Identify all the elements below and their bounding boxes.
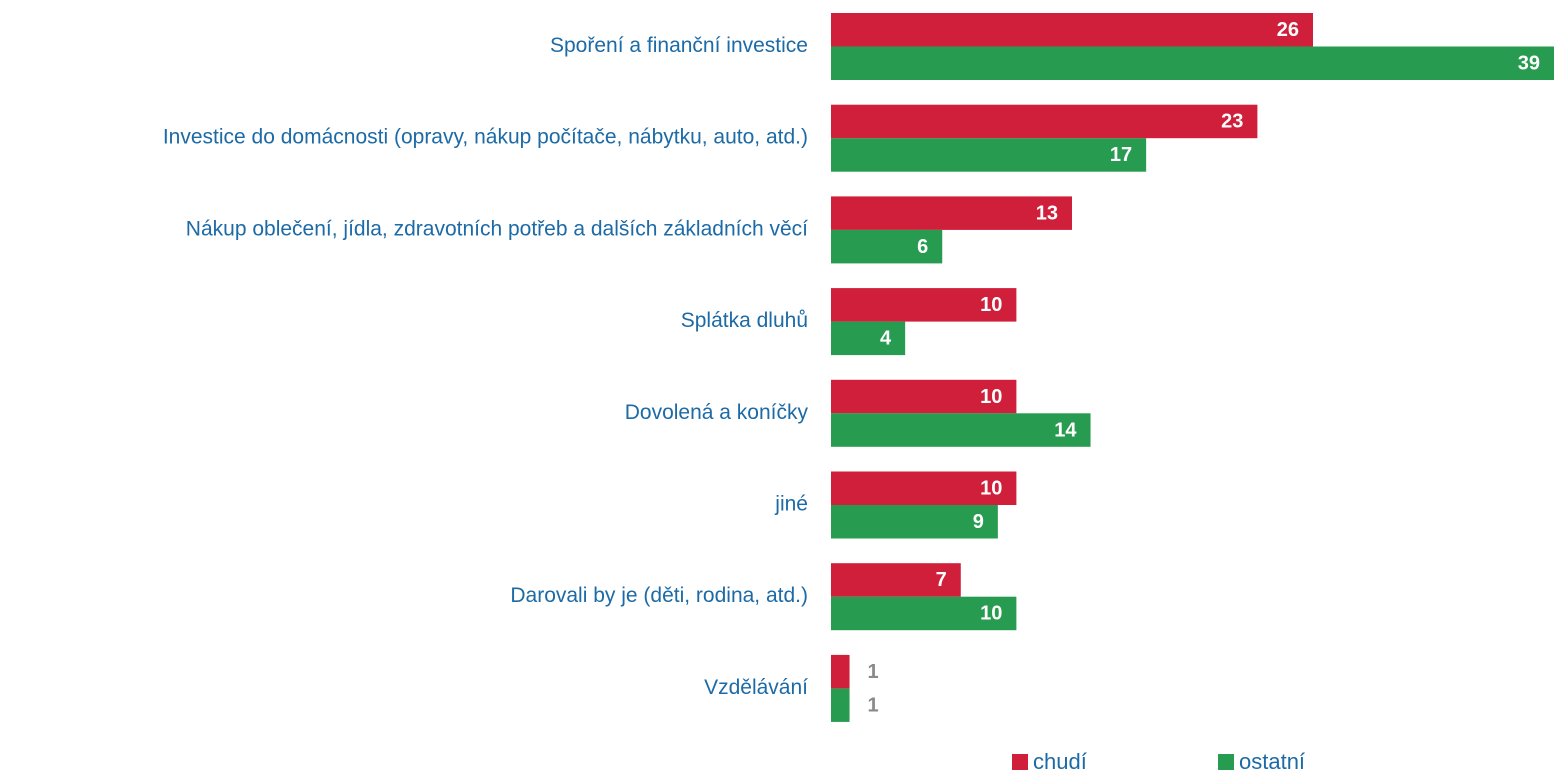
value-label: 17 [1110, 144, 1132, 166]
category-label: Splátka dluhů [681, 309, 808, 332]
bar [831, 13, 1313, 47]
bar [831, 321, 906, 356]
value-label: 10 [980, 478, 1002, 500]
value-label: 13 [1036, 202, 1058, 224]
value-label: 10 [980, 294, 1002, 316]
value-label: 14 [1054, 419, 1077, 441]
bar [831, 104, 1258, 139]
value-label: 7 [936, 569, 947, 591]
value-label: 10 [980, 386, 1002, 408]
category-label: Darovali by je (děti, rodina, atd.) [510, 584, 808, 607]
legend-swatch [1218, 754, 1234, 770]
bar [831, 596, 1017, 631]
value-label: 23 [1221, 111, 1243, 133]
bar [831, 46, 1554, 80]
category-label: Investice do domácnosti (opravy, nákup p… [163, 126, 808, 149]
value-label: 4 [880, 328, 892, 350]
bar [831, 471, 1017, 505]
bar [831, 379, 1017, 414]
category-label: Vzdělávání [704, 676, 808, 699]
bar [831, 196, 1072, 230]
bar [831, 288, 1017, 322]
bar [831, 688, 850, 722]
value-label: 26 [1277, 19, 1299, 41]
category-label: Dovolená a koníčky [625, 401, 809, 424]
bar [831, 654, 850, 689]
category-label: Nákup oblečení, jídla, zdravotních potře… [186, 217, 808, 240]
value-label: 6 [917, 236, 928, 258]
legend-swatch [1012, 754, 1028, 770]
bar [831, 138, 1147, 172]
legend-label: chudí [1033, 749, 1087, 773]
value-label: 39 [1518, 53, 1540, 75]
category-label: jiné [774, 493, 808, 516]
value-label: 10 [980, 603, 1002, 625]
category-label: Spoření a finanční investice [550, 34, 808, 57]
bar [831, 563, 961, 597]
bar [831, 413, 1091, 447]
legend-label: ostatní [1239, 749, 1305, 773]
value-label: 1 [868, 694, 879, 716]
bar [831, 229, 943, 264]
value-label: 9 [973, 511, 984, 533]
bar [831, 505, 998, 539]
value-label: 1 [868, 661, 879, 683]
